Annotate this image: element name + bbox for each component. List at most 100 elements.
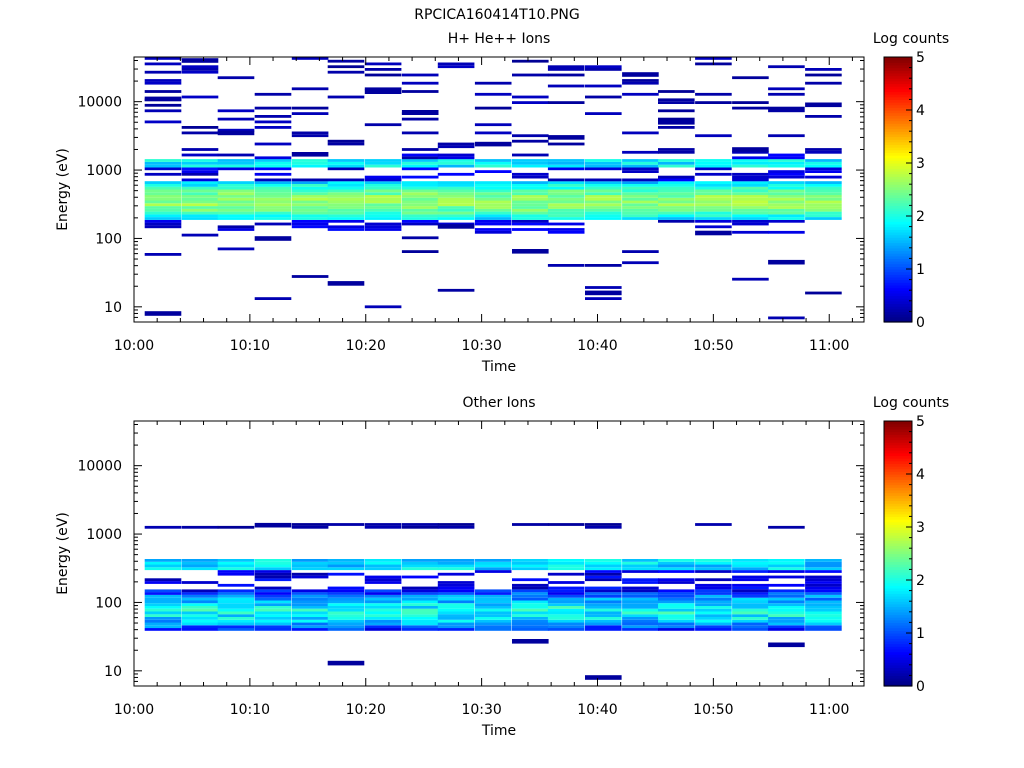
heatmap-cell [695, 184, 732, 187]
colorbar-segment [884, 67, 912, 71]
heatmap-cell [585, 608, 622, 612]
heatmap-cell [805, 291, 842, 295]
heatmap-cell [585, 586, 622, 590]
y-tick-label: 10000 [77, 95, 122, 111]
heatmap-cell [144, 567, 182, 571]
heatmap-cell [437, 224, 475, 229]
heatmap-cell [512, 195, 549, 198]
heatmap-cell [217, 605, 255, 609]
colorbar-tick-label: 3 [916, 156, 925, 172]
heatmap-cell [401, 628, 439, 631]
heatmap-cell [254, 156, 292, 160]
heatmap-cell [547, 567, 585, 571]
heatmap-cell [732, 208, 769, 212]
colorbar-segment [884, 104, 912, 108]
heatmap-cell [437, 581, 475, 584]
heatmap-cell [437, 172, 475, 176]
heatmap-cell [327, 139, 365, 143]
heatmap-cell [327, 603, 365, 606]
heatmap-cell [622, 164, 659, 168]
heatmap-cell [547, 564, 585, 568]
colorbar-segment [884, 569, 912, 573]
heatmap-cell [254, 570, 292, 573]
colorbar-segment [884, 513, 912, 517]
heatmap-cell [364, 123, 402, 127]
colorbar-segment [884, 298, 912, 302]
x-tick-label: 10:40 [577, 338, 617, 354]
heatmap-cell [585, 161, 622, 165]
heatmap-cell [512, 561, 549, 565]
heatmap-cell [364, 592, 402, 595]
colorbar-segment [884, 250, 912, 254]
heatmap-cell [547, 603, 585, 606]
heatmap-cell [512, 619, 549, 623]
heatmap-cell [585, 290, 622, 296]
heatmap-cell [585, 186, 622, 190]
panel-1: 10:00 10:10 10:20 10:30 10:40 10:50 11:0010100… [55, 31, 949, 375]
heatmap-cell [768, 564, 805, 568]
heatmap-cell [512, 605, 549, 609]
heatmap-cell [364, 175, 402, 179]
heatmap-cell [622, 625, 659, 629]
heatmap-cell [512, 206, 549, 209]
heatmap-cell [732, 605, 769, 609]
colorbar-segment [884, 545, 912, 549]
heatmap-cell [327, 192, 365, 196]
heatmap-cell [732, 200, 769, 204]
heatmap-cell [254, 159, 292, 162]
heatmap-cell [622, 592, 659, 595]
heatmap-cell [805, 561, 842, 565]
heatmap-cell [437, 567, 475, 571]
colorbar-segment [884, 99, 912, 103]
colorbar-segment [884, 269, 912, 273]
heatmap-cell [181, 206, 219, 209]
heatmap-cell [547, 614, 585, 617]
heatmap-cell [437, 608, 475, 612]
heatmap-cell [732, 622, 769, 626]
heatmap-cell [437, 564, 475, 568]
colorbar-segment [884, 635, 912, 639]
heatmap-cell [474, 181, 512, 184]
heatmap-cell [217, 228, 255, 231]
heatmap-cell [364, 594, 402, 598]
heatmap-cell [217, 153, 255, 157]
colorbar-segment [884, 434, 912, 438]
heatmap-cell [658, 578, 695, 582]
heatmap-cell [474, 186, 512, 190]
heatmap-cell [291, 625, 329, 629]
colorbar-segment [884, 603, 912, 608]
heatmap-cell [401, 222, 439, 226]
colorbar-segment [884, 587, 912, 592]
heatmap-cell [658, 592, 695, 595]
heatmap-cell [181, 153, 219, 157]
heatmap-cell [401, 603, 439, 606]
colorbar-segment [884, 564, 912, 568]
heatmap-cell [144, 96, 182, 102]
heatmap-cell [622, 150, 659, 154]
heatmap-cell [144, 222, 182, 226]
heatmap-cell [622, 211, 659, 215]
heatmap-cell [181, 131, 219, 135]
heatmap-cell [364, 211, 402, 215]
heatmap-cell [291, 200, 329, 204]
colorbar-segment [884, 648, 912, 653]
heatmap-cell [695, 195, 732, 198]
colorbar-segment [884, 242, 912, 246]
heatmap-cell [732, 594, 769, 598]
heatmap-cell [805, 617, 842, 620]
heatmap-cell [512, 222, 549, 226]
heatmap-cell [474, 230, 512, 234]
heatmap-cell [401, 600, 439, 604]
heatmap-cell [768, 195, 805, 198]
heatmap-cell [622, 217, 659, 220]
heatmap-cell [291, 206, 329, 209]
heatmap-cell [217, 189, 255, 193]
y-tick-label: 10 [104, 664, 122, 680]
colorbar-segment [884, 680, 912, 684]
heatmap-cell [364, 625, 402, 629]
heatmap-cell [254, 564, 292, 568]
heatmap-cell [217, 130, 255, 136]
heatmap-cell [512, 101, 549, 104]
heatmap-cell [658, 184, 695, 187]
colorbar-frame [883, 56, 913, 323]
